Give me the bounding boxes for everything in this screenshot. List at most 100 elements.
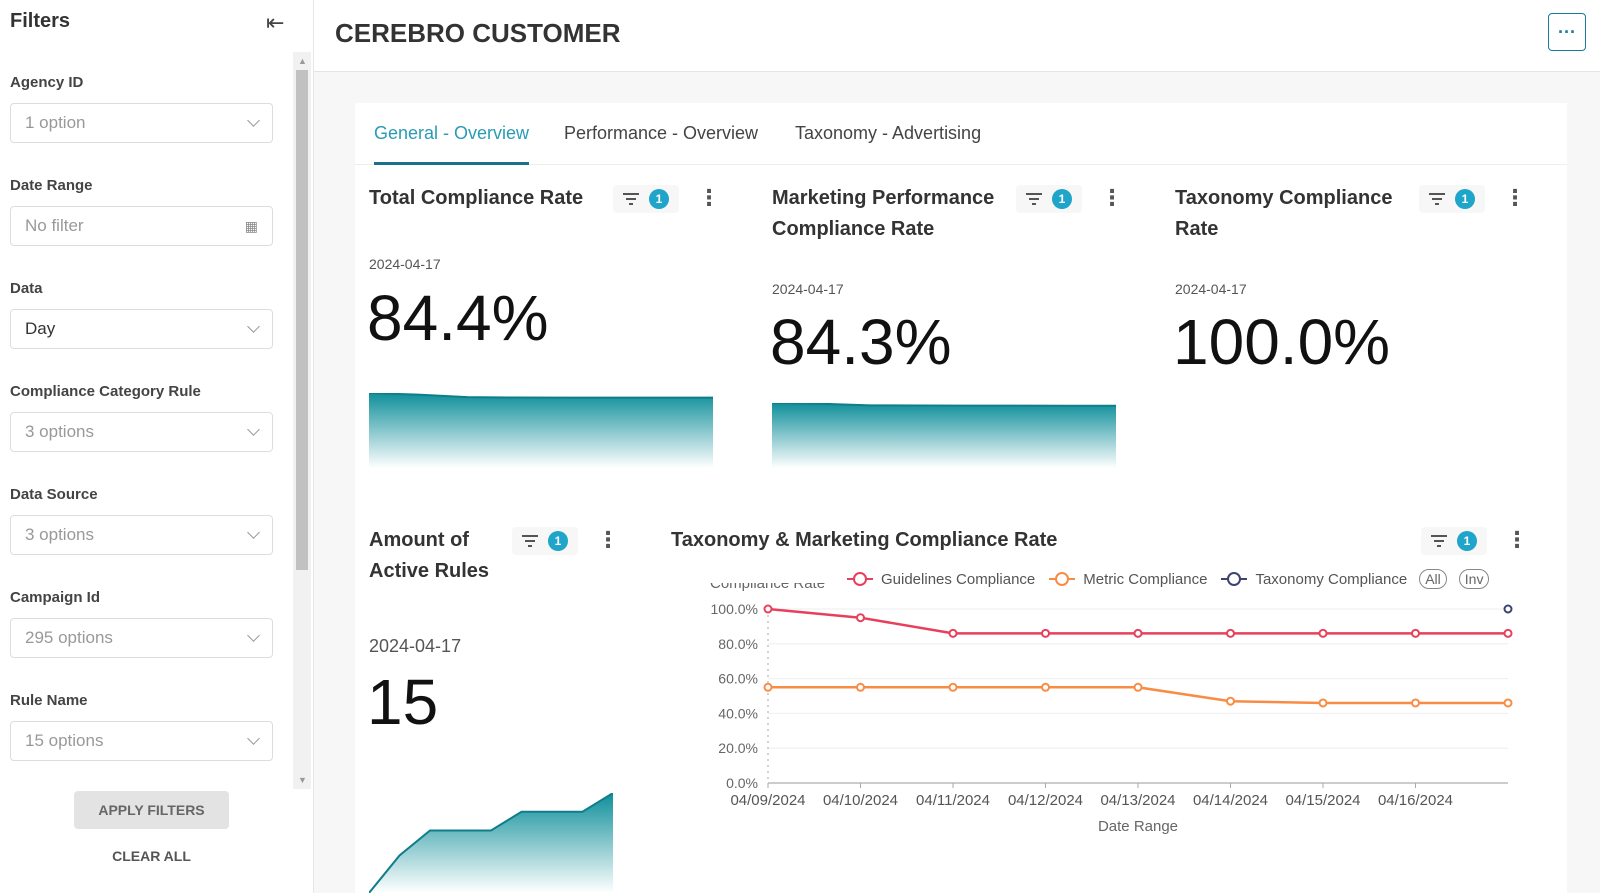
data-point (1133, 628, 1143, 638)
filter-count: 1 (1052, 189, 1072, 209)
data-point (763, 682, 773, 692)
filter-select[interactable]: Day (10, 309, 273, 349)
filter-value: No filter (25, 216, 84, 235)
data-point (856, 682, 865, 692)
scrollbar-thumb[interactable] (296, 70, 308, 570)
legend-inv-button[interactable]: Inv (1458, 569, 1490, 589)
x-tick-label: 04/15/2024 (1285, 792, 1360, 809)
card-value: 84.3% (770, 306, 952, 378)
filter-label: Data Source (10, 486, 98, 503)
card-menu-icon[interactable]: ⋮ (597, 527, 619, 552)
filter-badge[interactable]: 1 (1016, 185, 1082, 213)
card-menu-icon[interactable]: ⋮ (1101, 185, 1123, 210)
legend-item[interactable]: Guidelines Compliance (845, 571, 1035, 588)
card-title: Total Compliance Rate (369, 187, 584, 209)
card-title-line: Rate (1175, 218, 1219, 240)
filter-badge[interactable]: 1 (512, 527, 578, 555)
filter-count: 1 (1457, 531, 1477, 551)
filter-value: 295 options (25, 628, 113, 647)
filter-icon (1429, 193, 1445, 205)
legend-marker-icon (847, 572, 873, 586)
x-tick-label: 04/13/2024 (1100, 792, 1175, 809)
scroll-down-icon[interactable]: ▼ (298, 775, 307, 785)
filter-select[interactable]: No filter ▦ (10, 206, 273, 246)
chart-menu-icon[interactable]: ⋮ (1506, 527, 1528, 552)
data-point (1133, 682, 1143, 692)
y-tick-label: 40.0% (718, 705, 758, 721)
filter-badge[interactable]: 1 (613, 185, 679, 213)
x-tick-label: 04/14/2024 (1193, 792, 1268, 809)
filter-count: 1 (1455, 189, 1475, 209)
sidebar-footer: APPLY FILTERS CLEAR ALL (0, 789, 312, 893)
x-tick-label: 04/09/2024 (730, 792, 805, 809)
legend-item[interactable]: Metric Compliance (1047, 571, 1207, 588)
apply-filters-button[interactable]: APPLY FILTERS (74, 791, 229, 829)
data-point (1411, 698, 1420, 708)
card-date: 2024-04-17 (1175, 281, 1247, 297)
card-value: 15 (367, 666, 439, 738)
legend-marker-icon (1221, 572, 1248, 586)
filter-select[interactable]: 295 options (10, 618, 273, 658)
scroll-up-icon[interactable]: ▲ (298, 56, 307, 66)
tab-performance-overview[interactable]: Performance - Overview (564, 123, 759, 143)
legend-label: Metric Compliance (1083, 570, 1208, 588)
legend-label: Taxonomy Compliance (1255, 570, 1408, 588)
sidebar-scrollbar[interactable]: ▲ ▼ (293, 52, 311, 789)
dashboard-panel: General - Overview Performance - Overvie… (355, 103, 1567, 893)
tab-taxonomy-advertising[interactable]: Taxonomy - Advertising (795, 123, 982, 143)
x-tick-label: 04/12/2024 (1008, 792, 1083, 809)
legend-item[interactable]: Taxonomy Compliance (1219, 571, 1407, 588)
data-point (1503, 698, 1513, 708)
y-tick-label: 100.0% (711, 601, 758, 617)
filter-select[interactable]: 15 options (10, 721, 273, 761)
card-title-line: Marketing Performance (772, 187, 995, 209)
x-tick-label: 04/11/2024 (916, 792, 990, 809)
sparkline-area (369, 793, 613, 893)
filter-value: 1 option (25, 113, 86, 132)
chart-title: Taxonomy & Marketing Compliance Rate (671, 529, 1058, 551)
card-menu-icon[interactable]: ⋮ (1504, 185, 1526, 210)
filter-select[interactable]: 3 options (10, 515, 273, 555)
chevron-down-icon (247, 629, 260, 642)
y-tick-label: 80.0% (718, 636, 758, 652)
card-date: 2024-04-17 (369, 256, 441, 272)
collapse-left-icon[interactable]: ⇤ (266, 10, 285, 35)
data-point (856, 613, 865, 623)
data-point (1041, 628, 1050, 638)
filter-select[interactable]: 1 option (10, 103, 273, 143)
card-menu-icon[interactable]: ⋮ (698, 185, 720, 210)
data-point (948, 628, 958, 638)
x-axis-label: Date Range (1098, 818, 1178, 835)
sidebar-title: Filters (10, 10, 71, 32)
sparkline-total-compliance (369, 393, 713, 468)
x-tick-label: 04/10/2024 (823, 792, 898, 809)
filter-value: 15 options (25, 731, 104, 750)
filter-icon (1431, 535, 1447, 547)
filter-badge[interactable]: 1 (1421, 527, 1487, 555)
chevron-down-icon (247, 732, 260, 745)
data-point (1411, 628, 1420, 638)
card-date: 2024-04-17 (369, 636, 462, 656)
card-title: Marketing Performance Compliance Rate (772, 183, 994, 245)
more-options-button[interactable]: ··· (1548, 13, 1586, 51)
sparkline-active-rules (369, 793, 613, 893)
filter-label: Campaign Id (10, 589, 101, 606)
y-tick-label: 60.0% (718, 671, 758, 687)
data-point (1503, 628, 1513, 638)
y-axis-label: Compliance Rate (710, 583, 825, 592)
data-point (1041, 682, 1050, 692)
filter-label: Date Range (10, 177, 93, 194)
filter-badge[interactable]: 1 (1419, 185, 1485, 213)
clear-all-button[interactable]: CLEAR ALL (112, 848, 191, 864)
line-chart: Compliance Rate 0.0% 20.0% 40.0% 60.0% 80.0% 1… (710, 583, 1513, 835)
page-title: CEREBRO CUSTOMER (335, 18, 621, 48)
header: CEREBRO CUSTOMER ··· (314, 0, 1600, 72)
filter-select[interactable]: 3 options (10, 412, 273, 452)
sparkline-line (772, 403, 1116, 407)
tab-bar: General - Overview Performance - Overvie… (355, 103, 1567, 165)
legend-all-button[interactable]: All (1419, 569, 1447, 589)
data-point (1226, 628, 1235, 638)
card-value: 100.0% (1173, 306, 1391, 378)
tab-general-overview[interactable]: General - Overview (374, 123, 530, 165)
card-title-line: Taxonomy Compliance (1175, 187, 1393, 209)
